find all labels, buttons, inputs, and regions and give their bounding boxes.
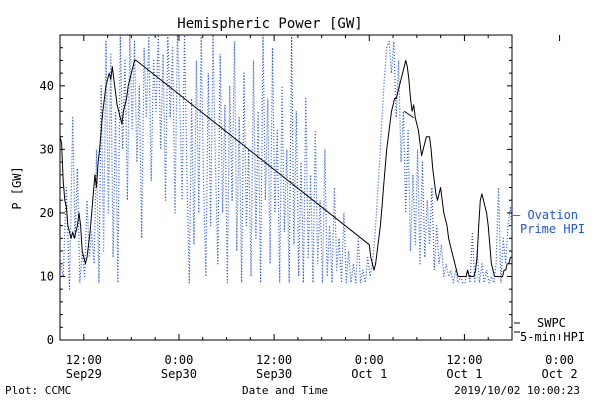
x-tick-label-date: Oct 1: [351, 367, 387, 381]
legend-ovation-line1: — Ovation: [513, 208, 578, 222]
x-tick-label-date: Sep30: [161, 367, 197, 381]
legend-swpc-line1: SWPC: [537, 316, 566, 330]
swpc-series-line: [59, 59, 512, 277]
x-tick-label-time: 12:00: [256, 353, 292, 367]
x-tick-label-time: 0:00: [545, 353, 574, 367]
x-tick-label-time: 0:00: [355, 353, 384, 367]
plot-credit: Plot: CCMC: [5, 384, 71, 397]
x-tick-label-date: Sep30: [256, 367, 292, 381]
x-axis-label: Date and Time: [242, 384, 328, 397]
legend-ovation-line2: Prime HPI: [520, 222, 585, 236]
y-tick-label: 40: [40, 79, 54, 93]
annotation-layer: [403, 110, 414, 119]
annotation-segment: [403, 110, 414, 119]
y-axis-label: P [GW]: [10, 166, 24, 209]
y-tick-label: 30: [40, 142, 54, 156]
chart-title: Hemispheric Power [GW]: [177, 16, 362, 32]
x-tick-label-time: 0:00: [164, 353, 193, 367]
y-tick-label: 0: [47, 333, 54, 347]
y-tick-label: 10: [40, 269, 54, 283]
x-tick-label-time: 12:00: [66, 353, 102, 367]
x-tick-label-date: Oct 2: [542, 367, 578, 381]
x-tick-label-date: Sep29: [66, 367, 102, 381]
ovation-series-line: [59, 34, 513, 290]
series-layer: [59, 34, 513, 290]
y-tick-label: 20: [40, 206, 54, 220]
legend-swpc-line2: 5-min HPI: [520, 330, 585, 344]
x-tick-label-time: 12:00: [446, 353, 482, 367]
x-tick-label-date: Oct 1: [446, 367, 482, 381]
plot-timestamp: 2019/10/02 10:00:23: [454, 384, 580, 397]
y-axis-ticks: 0 10 20 30 40: [40, 34, 512, 347]
